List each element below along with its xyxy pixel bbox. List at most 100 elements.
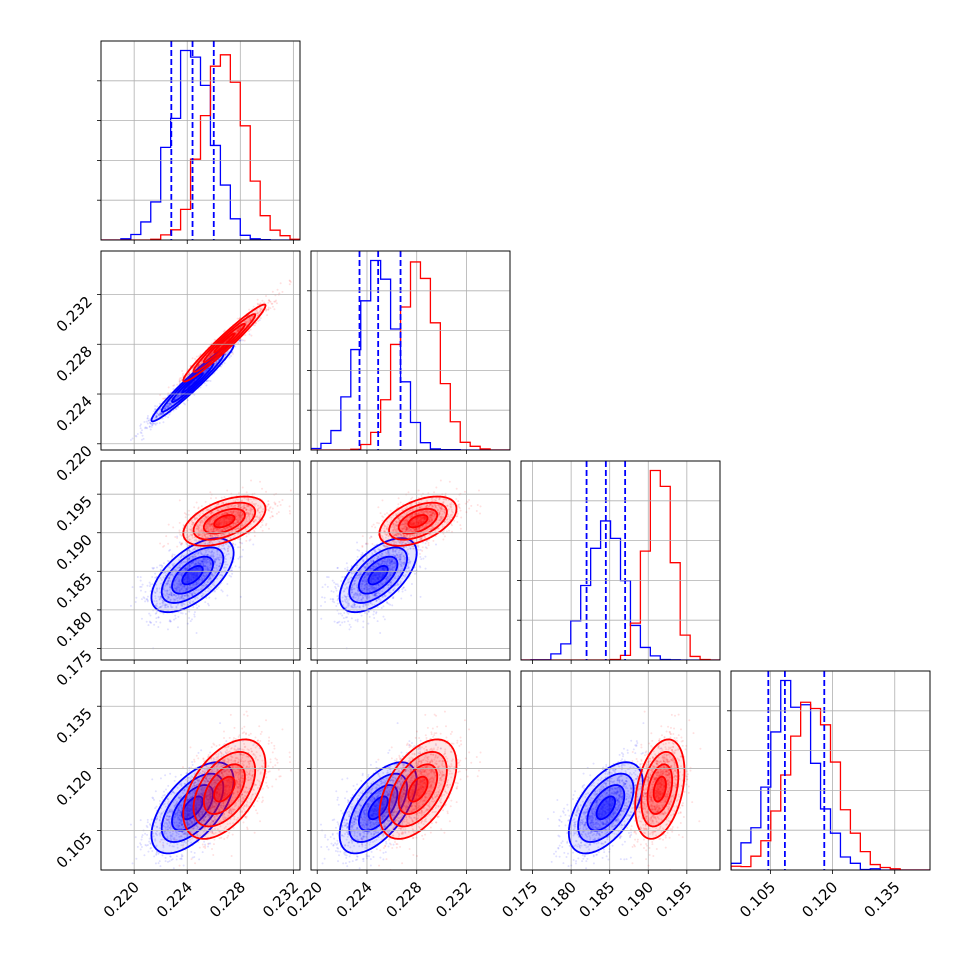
panel-content — [311, 251, 510, 450]
sample-point — [168, 576, 171, 579]
sample-point — [182, 602, 185, 605]
sample-point — [197, 588, 200, 591]
sample-point — [198, 559, 201, 562]
sample-point — [169, 403, 172, 406]
sample-point — [211, 353, 214, 356]
sample-point — [175, 590, 178, 593]
sample-point — [221, 590, 224, 593]
sample-point — [224, 555, 227, 558]
sample-point — [174, 536, 177, 539]
sample-point — [215, 567, 218, 570]
sample-point — [173, 618, 176, 621]
panel-content — [129, 479, 292, 650]
sample-point — [224, 563, 227, 566]
sample-point — [146, 427, 149, 430]
sample-point — [288, 505, 291, 508]
sample-point — [170, 404, 173, 407]
sample-point — [208, 596, 211, 599]
sample-point — [186, 552, 189, 555]
sample-point — [249, 317, 252, 320]
sample-point — [209, 354, 212, 357]
sample-point — [259, 302, 262, 305]
sample-point — [213, 566, 216, 569]
sample-point — [238, 317, 241, 320]
sample-point — [201, 360, 204, 363]
sample-point — [192, 572, 195, 575]
sample-point — [206, 548, 209, 551]
sample-point — [179, 566, 182, 569]
sample-point — [210, 563, 213, 566]
sample-point — [154, 572, 157, 575]
sample-point — [218, 540, 221, 543]
sample-point — [170, 594, 173, 597]
sample-point — [180, 378, 183, 381]
sample-point — [174, 595, 177, 598]
sample-point — [256, 312, 259, 315]
sample-point — [209, 561, 212, 564]
sample-point — [215, 360, 218, 363]
sample-point — [131, 437, 134, 440]
sample-point — [288, 279, 291, 282]
sample-point — [164, 407, 167, 410]
sample-point — [140, 432, 143, 435]
sample-point — [180, 542, 183, 545]
sample-point — [187, 580, 190, 583]
sample-point — [155, 414, 158, 417]
sample-point — [169, 579, 172, 582]
sample-point — [195, 560, 198, 563]
sample-point — [263, 301, 266, 304]
sample-point — [180, 588, 183, 591]
sample-point — [179, 379, 182, 382]
sample-point — [196, 563, 199, 566]
contour-1-3 — [213, 332, 236, 354]
sample-point — [201, 574, 204, 577]
sample-point — [226, 583, 229, 586]
sample-point — [177, 394, 180, 397]
sample-point — [269, 516, 272, 519]
sample-point — [140, 585, 143, 588]
sample-point — [159, 591, 162, 594]
sample-point — [159, 605, 162, 608]
sample-point — [156, 412, 159, 415]
sample-point — [204, 565, 207, 568]
sample-point — [208, 554, 211, 557]
sample-point — [248, 317, 251, 320]
sample-point — [189, 586, 192, 589]
sample-point — [172, 575, 175, 578]
sample-point — [218, 565, 221, 568]
sample-point — [155, 415, 158, 418]
sample-point — [159, 568, 162, 571]
sample-point — [154, 604, 157, 607]
sample-point — [288, 510, 291, 513]
sample-point — [152, 422, 155, 425]
sample-point — [161, 412, 164, 415]
sample-point — [234, 543, 237, 546]
sample-point — [174, 579, 177, 582]
sample-point — [178, 378, 181, 381]
sample-point — [166, 404, 169, 407]
sample-point — [168, 402, 171, 405]
sample-point — [273, 308, 276, 311]
sample-point — [156, 415, 159, 418]
sample-point — [187, 576, 190, 579]
sample-point — [237, 557, 240, 560]
sample-point — [192, 576, 195, 579]
sample-point — [154, 408, 157, 411]
sample-point — [209, 353, 212, 356]
sample-point — [278, 500, 281, 503]
sample-point — [176, 395, 179, 398]
sample-point — [205, 384, 208, 387]
sample-point — [189, 572, 192, 575]
sample-point — [139, 431, 142, 434]
sample-point — [207, 367, 210, 370]
sample-point — [189, 578, 192, 581]
sample-point — [145, 420, 148, 423]
sample-point — [267, 301, 270, 304]
sample-point — [146, 595, 149, 598]
sample-point — [142, 596, 145, 599]
sample-point — [158, 587, 161, 590]
sample-point — [179, 391, 182, 394]
sample-point — [139, 576, 142, 579]
sample-point — [187, 574, 190, 577]
